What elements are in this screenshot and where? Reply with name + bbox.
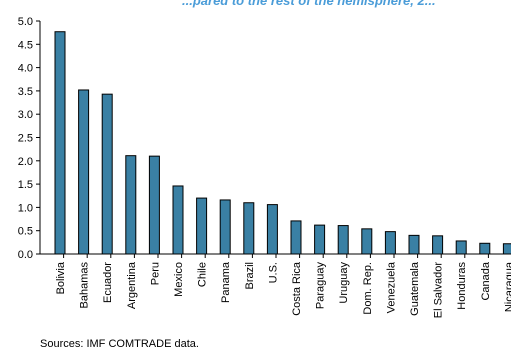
y-tick-label: 3.0 xyxy=(18,109,33,121)
y-tick-label: 4.0 xyxy=(18,63,33,75)
x-tick-label: Honduras xyxy=(456,262,468,310)
x-tick-label: Panama xyxy=(220,261,232,303)
y-tick-label: 2.0 xyxy=(18,156,33,168)
x-tick-label: Mexico xyxy=(173,262,185,297)
bar xyxy=(479,242,491,255)
bar xyxy=(455,240,467,255)
x-tick-label: Chile xyxy=(197,262,209,287)
y-tick-label: 1.0 xyxy=(18,202,33,214)
x-tick-label: Venezuela xyxy=(385,261,397,313)
x-tick-label: Nicaragua xyxy=(503,261,511,312)
y-tick-label: 0.0 xyxy=(18,249,33,261)
bar xyxy=(148,155,160,255)
bar xyxy=(172,185,184,255)
x-tick-label: Peru xyxy=(149,262,161,285)
y-tick-label: 3.5 xyxy=(18,86,33,98)
x-tick-label: Paraguay xyxy=(315,262,327,310)
y-tick-label: 4.5 xyxy=(18,39,33,51)
bar xyxy=(125,155,137,255)
x-tick-label: Brazil xyxy=(244,262,256,290)
bar xyxy=(408,234,420,255)
bar xyxy=(361,228,373,255)
y-tick-label: 5.0 xyxy=(18,16,33,28)
bar xyxy=(54,31,66,255)
x-tick-label: U.S. xyxy=(267,262,279,283)
x-tick-label: El Salvador xyxy=(433,262,445,319)
x-tick-label: Bahamas xyxy=(79,262,91,309)
bar xyxy=(502,243,511,255)
bar xyxy=(432,235,444,255)
chart-title: ...pared to the rest of the hemisphere, … xyxy=(182,0,436,8)
bar xyxy=(78,89,90,255)
y-tick-label: 2.5 xyxy=(18,133,33,145)
x-tick-label: Argentina xyxy=(126,261,138,309)
x-tick-label: Canada xyxy=(480,261,492,300)
bar xyxy=(196,197,208,255)
source-note: Sources: IMF COMTRADE data. xyxy=(40,338,199,350)
bar xyxy=(219,199,231,255)
bar xyxy=(101,93,113,255)
bar xyxy=(384,231,396,255)
x-tick-label: Bolivia xyxy=(55,261,67,294)
x-tick-label: Dom. Rep. xyxy=(362,262,374,315)
x-tick-label: Uruguay xyxy=(338,262,350,304)
bar xyxy=(314,224,326,255)
x-tick-label: Costa Rica xyxy=(291,261,303,316)
bar xyxy=(243,202,255,255)
x-tick-label: Ecuador xyxy=(102,262,114,303)
bar xyxy=(337,225,349,255)
y-tick-label: 1.5 xyxy=(18,179,33,191)
x-tick-label: Guatemala xyxy=(409,261,421,316)
bar xyxy=(266,204,278,255)
bar xyxy=(290,220,302,255)
y-tick-label: 0.5 xyxy=(18,226,33,238)
